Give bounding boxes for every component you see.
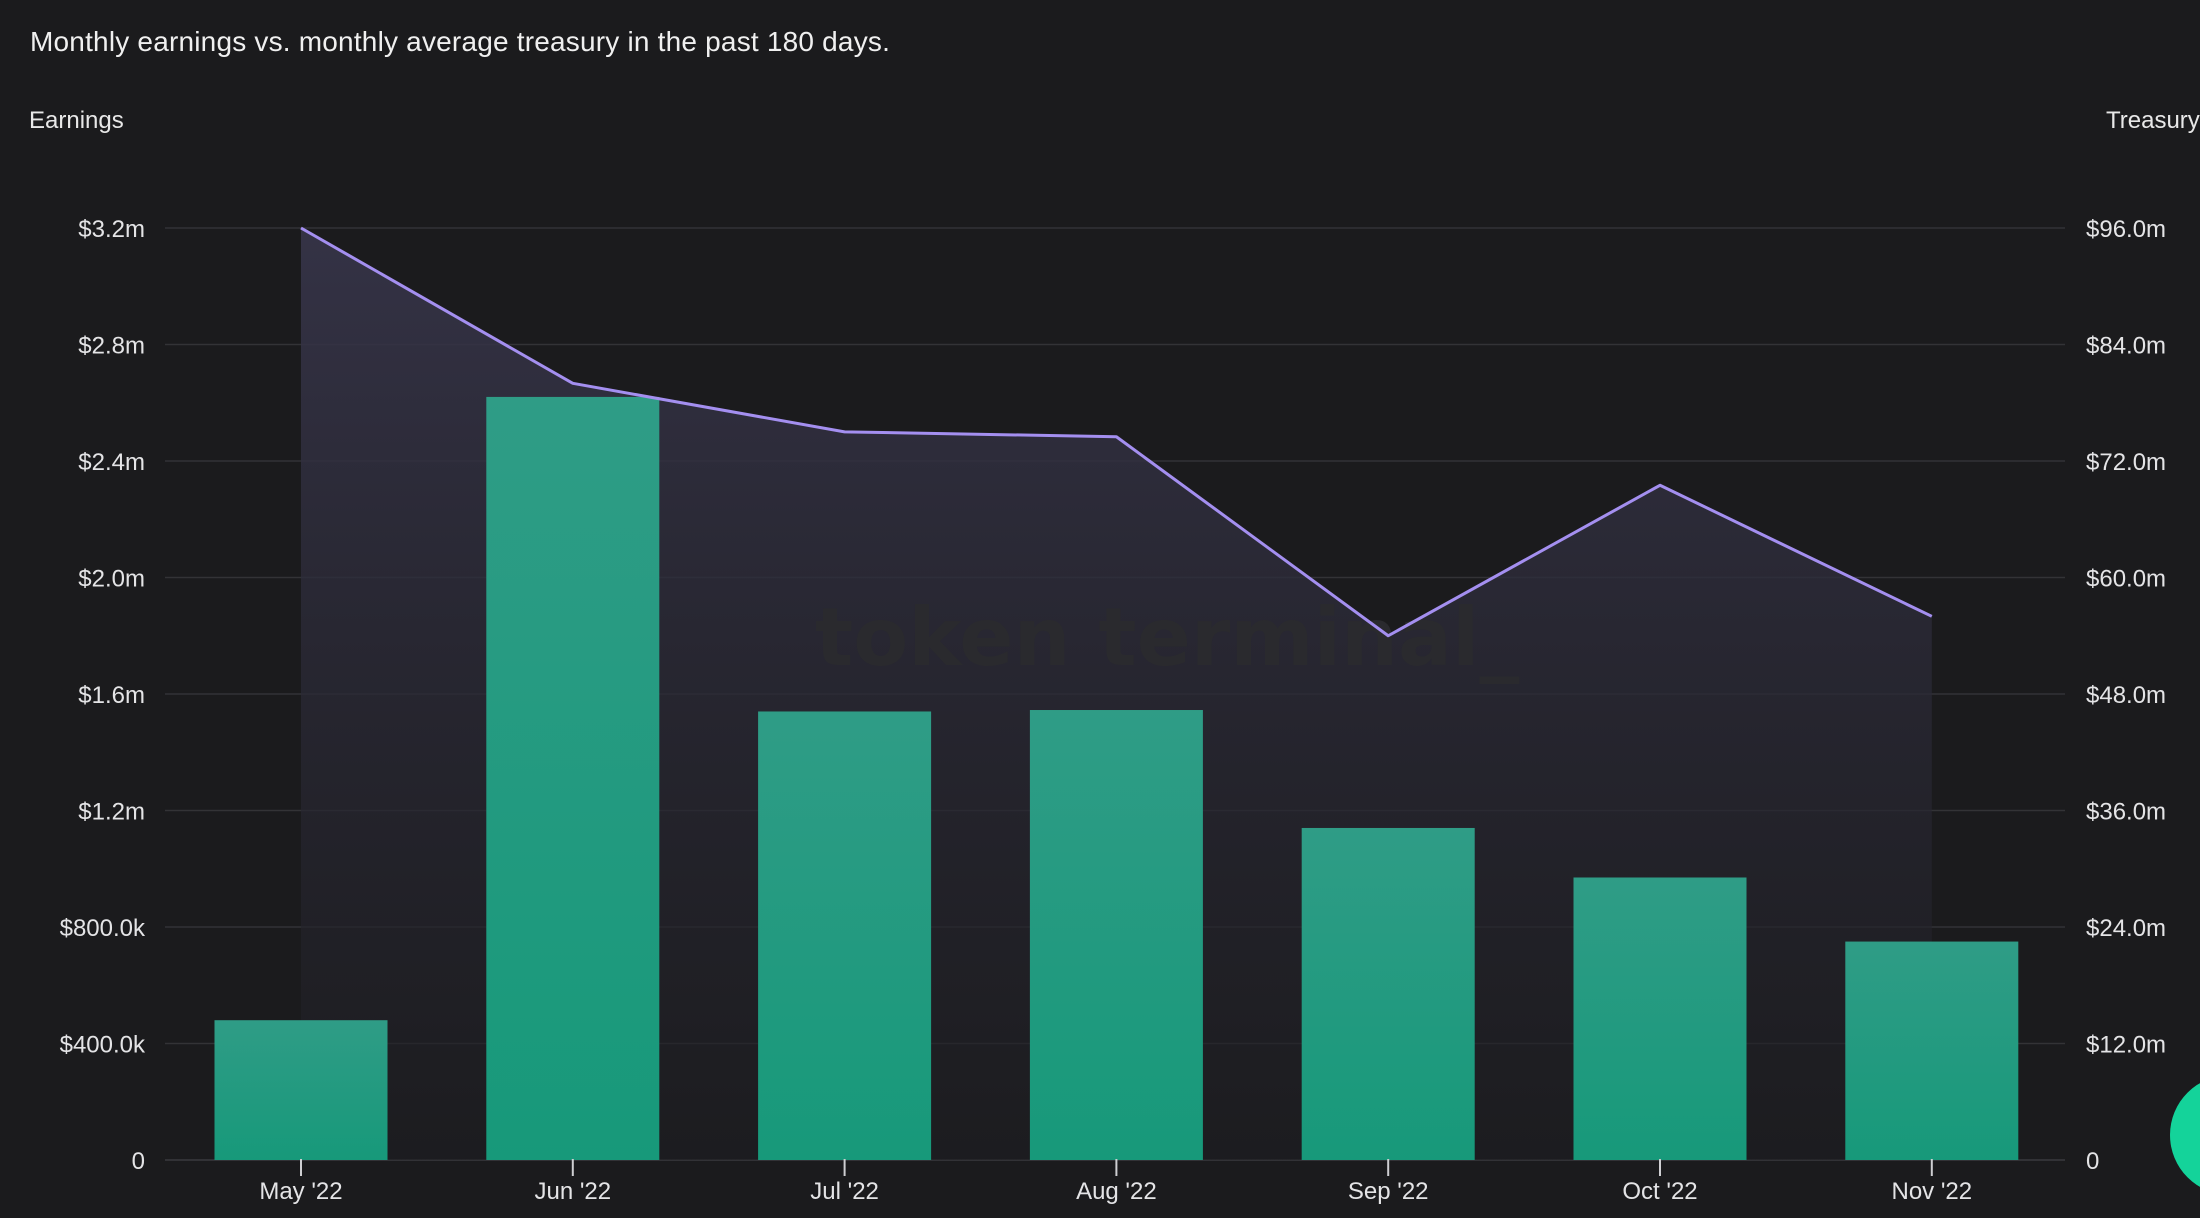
x-tick-label: May '22 <box>259 1178 342 1205</box>
chart-title: Monthly earnings vs. monthly average tre… <box>30 26 891 57</box>
x-axis-ticks: May '22 Jun '22 Jul '22 Aug '22 Sep '22 Oct '… <box>259 1159 1972 1205</box>
left-tick-label: $2.0m <box>78 566 145 593</box>
x-tick-label: Nov '22 <box>1891 1178 1972 1205</box>
right-axis-ticks: 0 $12.0m $24.0m $36.0m $48.0m $60.0m $72.0m $84… <box>2086 216 2166 1175</box>
right-tick-label: $72.0m <box>2086 449 2166 476</box>
left-axis-label: Earnings <box>29 107 124 134</box>
left-tick-label: $2.8m <box>78 333 145 360</box>
x-tick-label: Oct '22 <box>1622 1178 1697 1205</box>
earnings-bar[interactable] <box>486 396 660 1160</box>
left-tick-label: $1.6m <box>78 682 145 709</box>
right-tick-label: $84.0m <box>2086 333 2166 360</box>
x-tick-label: Jul '22 <box>810 1178 879 1205</box>
watermark-logo: token terminal_ <box>815 591 1519 684</box>
left-tick-label: $400.0k <box>60 1032 146 1059</box>
right-tick-label: 0 <box>2086 1148 2099 1175</box>
earnings-bar[interactable] <box>1573 877 1747 1160</box>
right-axis-label: Treasury <box>2106 107 2200 134</box>
left-tick-label: $800.0k <box>60 915 146 942</box>
x-tick-label: Jun '22 <box>534 1178 611 1205</box>
earnings-bar[interactable] <box>1845 941 2019 1160</box>
earnings-bar[interactable] <box>758 711 932 1160</box>
left-tick-label: $1.2m <box>78 799 145 826</box>
left-axis-ticks: 0 $400.0k $800.0k $1.2m $1.6m $2.0m $2.4m $2.8m… <box>60 216 146 1175</box>
right-tick-label: $60.0m <box>2086 566 2166 593</box>
treasury-line-layer <box>300 226 1933 638</box>
earnings-bar[interactable] <box>1301 827 1475 1160</box>
right-tick-label: $48.0m <box>2086 682 2166 709</box>
treasury-area <box>301 228 1932 1160</box>
treasury-area-layer <box>301 228 1932 1160</box>
left-tick-label: $2.4m <box>78 449 145 476</box>
earnings-bar[interactable] <box>1029 710 1203 1160</box>
right-tick-label: $96.0m <box>2086 216 2166 243</box>
left-tick-label: 0 <box>132 1148 145 1175</box>
left-tick-label: $3.2m <box>78 216 145 243</box>
right-tick-label: $36.0m <box>2086 799 2166 826</box>
earnings-bar-layer <box>214 396 2019 1160</box>
right-tick-label: $24.0m <box>2086 915 2166 942</box>
right-tick-label: $12.0m <box>2086 1032 2166 1059</box>
x-tick-label: Aug '22 <box>1076 1178 1157 1205</box>
x-tick-label: Sep '22 <box>1348 1178 1429 1205</box>
earnings-bar[interactable] <box>214 1020 388 1160</box>
